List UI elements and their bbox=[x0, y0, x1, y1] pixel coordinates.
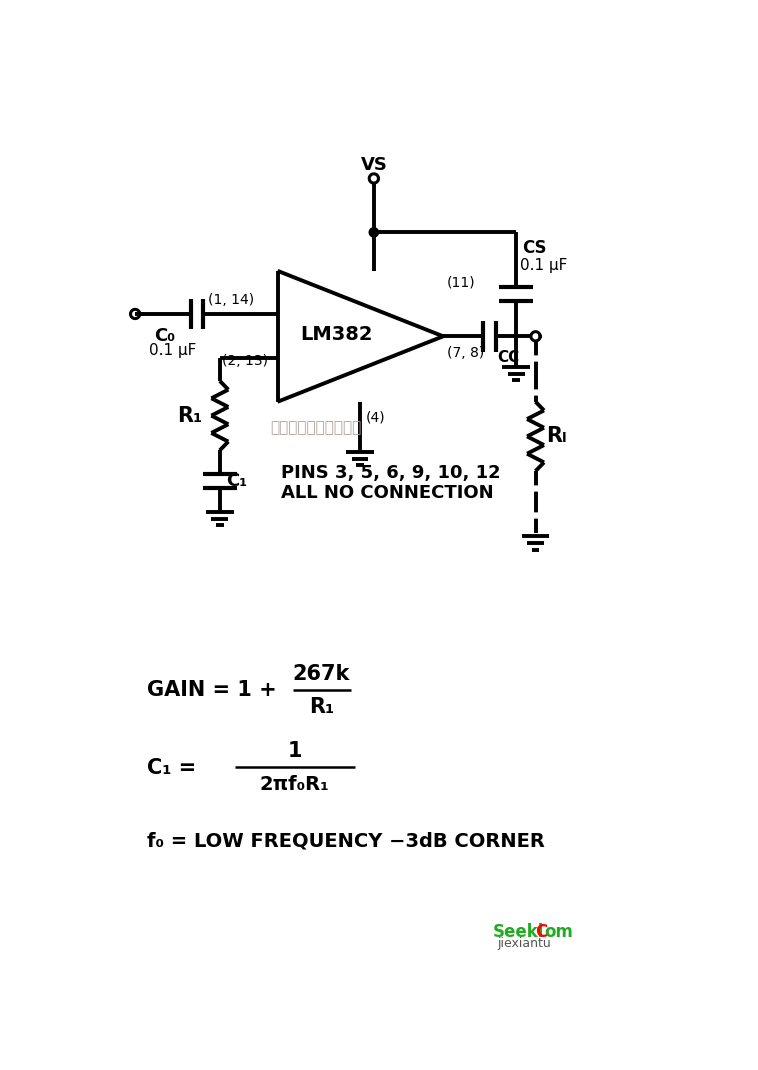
Text: C₁ =: C₁ = bbox=[147, 758, 196, 778]
Text: 2πf₀R₁: 2πf₀R₁ bbox=[260, 775, 330, 794]
Text: CS: CS bbox=[522, 239, 547, 257]
Text: 杭州将睶科技有限公司: 杭州将睶科技有限公司 bbox=[270, 419, 361, 434]
Text: (4): (4) bbox=[366, 410, 386, 424]
Text: LM382: LM382 bbox=[301, 325, 373, 345]
Text: CC: CC bbox=[497, 350, 519, 365]
Text: 0.1 μF: 0.1 μF bbox=[149, 343, 196, 358]
Text: R₁: R₁ bbox=[177, 406, 202, 426]
Text: Rₗ: Rₗ bbox=[547, 427, 567, 446]
Text: jiexiantu: jiexiantu bbox=[497, 936, 551, 949]
Polygon shape bbox=[369, 228, 378, 236]
Text: om: om bbox=[544, 922, 573, 941]
Text: 0.1 μF: 0.1 μF bbox=[520, 258, 568, 273]
Text: PINS 3, 5, 6, 9, 10, 12: PINS 3, 5, 6, 9, 10, 12 bbox=[281, 464, 501, 483]
Text: C: C bbox=[536, 922, 548, 941]
Text: R₁: R₁ bbox=[309, 698, 334, 718]
Text: 1: 1 bbox=[287, 740, 302, 761]
Text: Seeki: Seeki bbox=[493, 922, 544, 941]
Text: (1, 14): (1, 14) bbox=[208, 293, 255, 307]
Text: C₁: C₁ bbox=[226, 472, 247, 490]
Text: GAIN = 1 +: GAIN = 1 + bbox=[147, 681, 277, 701]
Text: (11): (11) bbox=[447, 275, 475, 289]
Text: ALL NO CONNECTION: ALL NO CONNECTION bbox=[281, 485, 494, 503]
Text: (7, 8): (7, 8) bbox=[447, 347, 484, 361]
Text: (2, 13): (2, 13) bbox=[222, 354, 268, 368]
Text: 267k: 267k bbox=[293, 663, 350, 684]
Text: VS: VS bbox=[360, 156, 387, 174]
Text: f₀ = LOW FREQUENCY −3dB CORNER: f₀ = LOW FREQUENCY −3dB CORNER bbox=[147, 831, 544, 851]
Text: C₀: C₀ bbox=[155, 326, 176, 345]
